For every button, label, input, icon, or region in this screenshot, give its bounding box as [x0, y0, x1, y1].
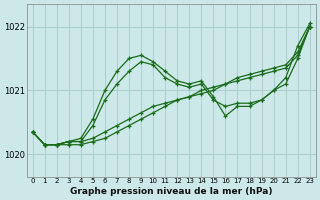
- X-axis label: Graphe pression niveau de la mer (hPa): Graphe pression niveau de la mer (hPa): [70, 187, 272, 196]
